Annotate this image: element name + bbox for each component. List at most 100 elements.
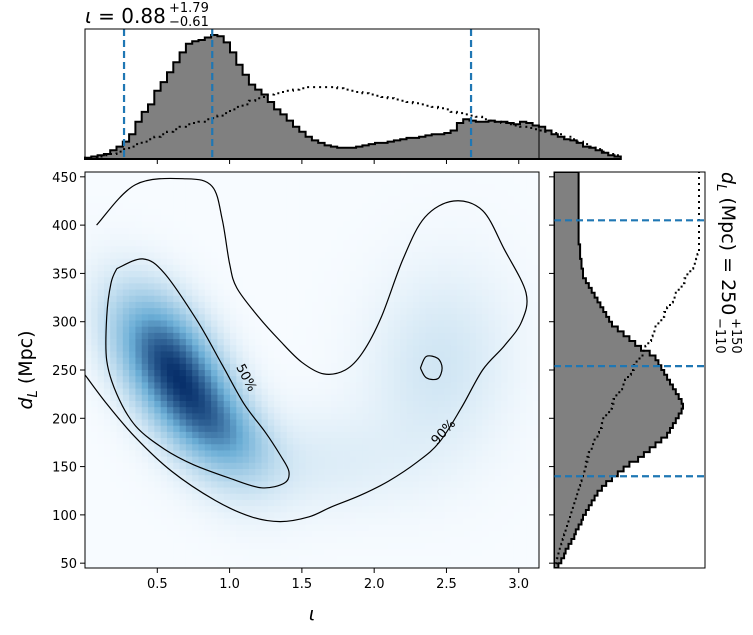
heat-cell: [223, 419, 231, 427]
heat-cell: [330, 233, 338, 241]
heat-cell: [368, 549, 376, 557]
heat-cell: [223, 184, 231, 191]
heat-cell: [198, 555, 206, 563]
heat-cell: [141, 320, 149, 328]
heat-cell: [494, 295, 502, 303]
heat-cell: [274, 240, 281, 247]
heat-cell: [450, 555, 458, 563]
heat-cell: [179, 376, 187, 383]
heat-cell: [501, 178, 508, 185]
svg-text:dL (Mpc) = 250: dL (Mpc) = 250: [713, 172, 739, 315]
heat-cell: [419, 258, 426, 266]
heat-cell: [305, 493, 313, 501]
heat-cell: [532, 339, 540, 346]
heat-cell: [482, 178, 489, 185]
heat-cell: [116, 240, 124, 247]
heat-cell: [305, 450, 313, 458]
heat-cell: [368, 450, 376, 458]
heat-cell: [280, 499, 288, 507]
heat-cell: [330, 444, 338, 451]
heat-cell: [349, 555, 357, 563]
heat-cell: [91, 184, 99, 191]
heat-cell: [217, 370, 225, 377]
heat-cell: [368, 506, 376, 513]
heat-cell: [387, 524, 395, 532]
heat-cell: [160, 493, 168, 501]
heat-cell: [141, 326, 149, 334]
heat-cell: [166, 524, 174, 532]
heat-cell: [116, 475, 124, 482]
heat-cell: [305, 215, 313, 222]
heat-cell: [274, 233, 281, 241]
heat-cell: [318, 487, 326, 495]
heat-cell: [419, 308, 426, 315]
heat-cell: [280, 537, 288, 544]
heat-cell: [400, 431, 407, 439]
heat-cell: [116, 561, 124, 569]
heat-cell: [141, 407, 149, 414]
heat-cell: [507, 283, 515, 290]
heat-cell: [337, 190, 344, 198]
heat-cell: [482, 400, 489, 408]
heat-cell: [488, 524, 496, 532]
heat-cell: [387, 450, 395, 458]
heat-cell: [85, 407, 92, 414]
heat-cell: [356, 172, 363, 179]
heat-cell: [223, 413, 231, 420]
heat-cell: [337, 339, 344, 346]
heat-cell: [412, 388, 420, 396]
heat-cell: [280, 394, 288, 402]
heat-cell: [154, 301, 162, 309]
heat-cell: [255, 227, 262, 235]
heat-cell: [406, 233, 414, 241]
heat-cell: [141, 332, 149, 340]
heat-cell: [103, 345, 111, 352]
heat-cell: [280, 475, 288, 482]
heat-cell: [110, 419, 117, 427]
heat-cell: [356, 493, 363, 501]
heat-cell: [97, 549, 105, 557]
heat-cell: [444, 184, 452, 191]
heat-cell: [387, 438, 395, 445]
heat-cell: [103, 394, 111, 402]
heat-cell: [507, 382, 515, 389]
heat-cell: [356, 431, 363, 439]
heat-cell: [412, 363, 420, 371]
heat-cell: [261, 493, 269, 501]
heat-cell: [148, 184, 155, 191]
heat-cell: [324, 407, 332, 414]
heat-cell: [198, 400, 206, 408]
heat-cell: [261, 308, 269, 315]
heat-cell: [482, 271, 489, 278]
heat-cell: [532, 221, 540, 229]
heat-cell: [368, 499, 376, 507]
heat-cell: [192, 301, 199, 309]
heat-cell: [412, 190, 420, 198]
heat-cell: [248, 308, 256, 315]
heat-cell: [318, 462, 326, 470]
heat-cell: [412, 202, 420, 210]
heat-cell: [520, 487, 527, 495]
heat-cell: [267, 499, 275, 507]
heat-cell: [236, 481, 244, 488]
heat-cell: [267, 271, 275, 278]
heat-cell: [173, 196, 180, 204]
heat-cell: [419, 407, 426, 414]
heat-cell: [135, 512, 143, 519]
heat-cell: [444, 407, 452, 414]
heat-cell: [488, 320, 496, 328]
heat-cell: [198, 215, 206, 222]
heat-cell: [141, 264, 149, 272]
heat-cell: [286, 481, 294, 488]
heat-cell: [362, 271, 370, 278]
heat-cell: [160, 543, 168, 550]
heat-cell: [475, 469, 483, 476]
heat-cell: [419, 178, 426, 185]
heat-cell: [419, 506, 426, 513]
heat-cell: [482, 561, 489, 569]
heat-cell: [526, 555, 534, 563]
heat-cell: [526, 388, 534, 396]
heat-cell: [236, 332, 244, 340]
heat-cell: [400, 419, 407, 427]
heat-cell: [494, 431, 502, 439]
